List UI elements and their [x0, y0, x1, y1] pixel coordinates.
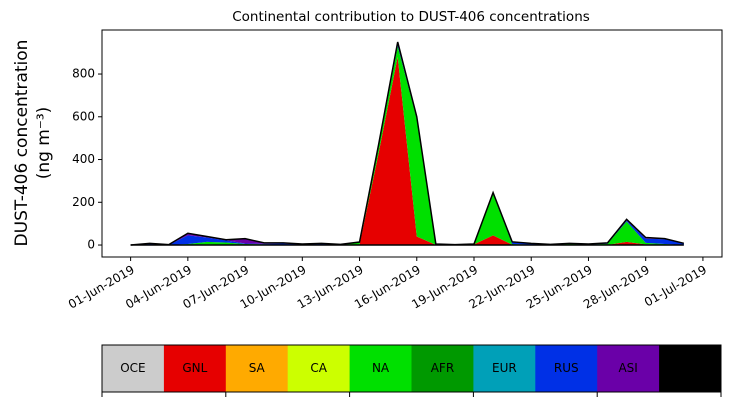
y-tick-label: 200 [72, 195, 95, 209]
area [130, 56, 684, 246]
colorbar-cell [597, 345, 660, 392]
area [130, 46, 684, 246]
colorbar-label: CA [310, 361, 327, 375]
colorbar-frame [101, 344, 722, 393]
colorbar-label: RUS [554, 361, 579, 375]
colorbar-cell [225, 345, 289, 392]
colorbar: OCE GNL SA CA NA AFR EUR RUS ASI AUS [102, 345, 722, 392]
total-outline [130, 41, 685, 246]
colorbar-cell [287, 345, 351, 392]
y-axis-units: (ng m⁻³) [34, 107, 54, 180]
chart-title: Continental contribution to DUST-406 con… [232, 9, 590, 25]
colorbar-label: AUS [678, 361, 703, 375]
plot-area [130, 41, 685, 246]
colorbar-label: OCE [120, 361, 145, 375]
colorbar-cell [535, 345, 598, 392]
colorbar-cell [411, 345, 474, 392]
colorbar-label: ASI [618, 361, 637, 375]
x-tick-label: 01-Jul-2019 [642, 263, 709, 310]
colorbar-label: SA [249, 361, 266, 375]
colorbar-label: AFR [431, 361, 454, 375]
colorbar-ticks [101, 392, 722, 397]
plot-frame [101, 29, 723, 258]
colorbar-label: NA [372, 361, 390, 375]
colorbar-cell [349, 345, 412, 392]
y-tick-label: 0 [87, 238, 95, 252]
y-tick-label: 400 [72, 152, 95, 166]
y-tick-label: 800 [72, 67, 95, 81]
y-axis-label: DUST-406 concentration [12, 40, 32, 247]
colorbar-cell [473, 345, 536, 392]
colorbar-cell [102, 345, 165, 392]
colorbar-cell [163, 345, 227, 392]
colorbar-label: GNL [182, 361, 207, 375]
colorbar-label: EUR [492, 361, 517, 375]
y-tick-label: 600 [72, 109, 95, 123]
colorbar-cell [659, 345, 722, 392]
